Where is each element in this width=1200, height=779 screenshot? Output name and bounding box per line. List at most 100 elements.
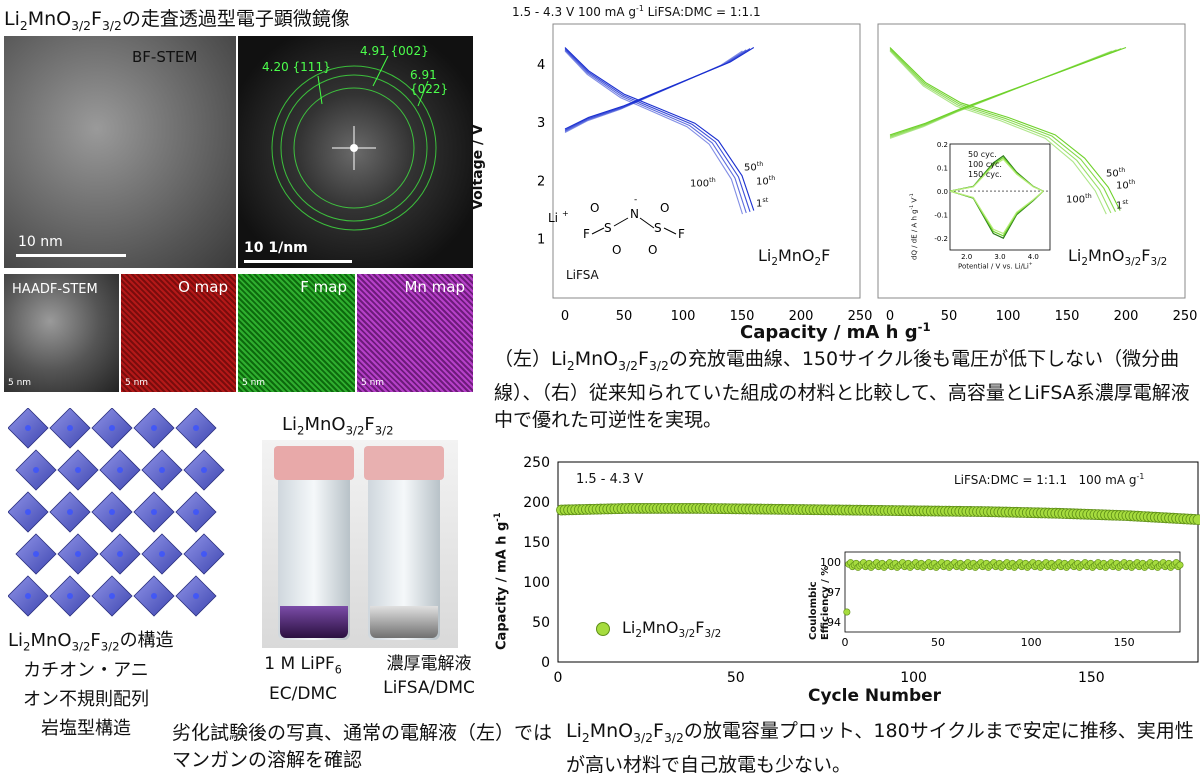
cycle-x-tick-label: 150 (1078, 670, 1105, 686)
cd-x-tick-label: 50 (616, 309, 633, 324)
cd-x-tick-label: 150 (730, 309, 755, 324)
dqde-legend-150: 150 cyc. (968, 170, 1002, 179)
map-label-o: O map (178, 278, 228, 296)
octahedron-center (193, 425, 199, 431)
fft-label-111: 4.20 {111} (262, 60, 331, 74)
cycle-label-left-50: 50th (744, 160, 764, 174)
octahedron-center (25, 593, 31, 599)
cd-right-label: Li2MnO3/2F3/2 (1068, 246, 1168, 269)
octahedron-center (151, 593, 157, 599)
dqde-y-tick-label: 0.2 (937, 141, 948, 149)
map-label-haadf: HAADF-STEM (12, 282, 98, 297)
cd-x-tick-label: 0 (886, 309, 894, 324)
octahedron-center (159, 467, 165, 473)
cycle-label-right-1: 1st (1116, 198, 1129, 212)
vial-label-right: 濃厚電解液 LiFSA/DMC (383, 654, 475, 698)
dqde-series-line (949, 158, 1044, 192)
cd-series-line (889, 50, 1113, 139)
svg-text:S: S (604, 221, 612, 235)
map-scale-o: 5 nm (125, 378, 149, 388)
svg-text:N: N (630, 207, 639, 221)
haadf-map: HAADF-STEM 5 nm (4, 274, 119, 392)
cd-series-line (564, 50, 743, 134)
cycle-label-left-100: 100th (690, 176, 716, 190)
cd-left-label: Li2MnO2F (758, 246, 831, 269)
crystal-structure-image (8, 408, 225, 617)
cycle-y-tick-label: 200 (523, 495, 550, 511)
ce-ylabel: Coulombic Efficiency / % (808, 565, 831, 640)
dqde-inset-chart: 0.2 0.1 0.0 -0.1 -0.2 2.0 3.0 4.0 (934, 141, 1051, 261)
octahedron-center (159, 551, 165, 557)
cycle-xlabel: Cycle Number (808, 686, 942, 706)
cd-x-tick-label: 0 (561, 309, 569, 324)
cd-x-tick-label: 150 (1055, 309, 1080, 324)
map-scale-f: 5 nm (242, 378, 266, 388)
fft-label-002: 4.91 {002} (360, 44, 429, 58)
scale-bar-10nm (16, 254, 126, 257)
svg-text:+: + (562, 209, 569, 218)
cd-x-tick-label: 200 (1114, 309, 1139, 324)
dqde-x-tick-label: 3.0 (994, 253, 1005, 261)
octahedron-center (67, 425, 73, 431)
cd-y-tick-label: 2 (537, 174, 545, 189)
ce-x-tick-label: 150 (1114, 636, 1135, 649)
cd-panel-frame (552, 23, 861, 299)
cd-x-tick-label: 100 (996, 309, 1021, 324)
ce-x-tick-label: 50 (931, 636, 945, 649)
ce-point (1176, 561, 1184, 569)
dqde-y-tick-label: -0.1 (934, 212, 948, 220)
mn-map: Mn map 5 nm (357, 274, 473, 392)
dqde-legend-100: 100 cyc. (968, 160, 1002, 169)
cycle-label-right-50: 50th (1106, 166, 1126, 180)
cycle-ylabel: Capacity / mA h g-1 (492, 512, 510, 650)
octahedron-center (33, 467, 39, 473)
cycle-x-tick-label: 50 (727, 670, 745, 686)
svg-text:F: F (583, 227, 590, 241)
cd-series-line (889, 49, 1112, 214)
octahedron-center (151, 509, 157, 515)
f-map: F map 5 nm (238, 274, 355, 392)
cycle-legend-marker (596, 622, 610, 636)
svg-text:O: O (660, 201, 669, 215)
cd-panel-frame (877, 23, 1186, 299)
cycle-capacity-chart: 0 50 100 150 200 250 0 50 100 150 94 97 100 0 50 100 150 (523, 455, 1200, 686)
octahedron-center (109, 425, 115, 431)
svg-text:Li: Li (548, 211, 558, 225)
structure-desc: カチオン・アニオン不規則配列岩塩型構造 (23, 660, 149, 739)
cd-ylabel: Voltage / V (470, 124, 486, 210)
dqde-series-line (949, 190, 1044, 235)
dqde-x-tick-label: 2.0 (961, 253, 972, 261)
dqde-y-tick-label: 0.0 (937, 188, 948, 196)
cycle-y-tick-label: 250 (523, 455, 550, 471)
bf-stem-label: BF-STEM (132, 48, 198, 66)
octahedron-center (25, 509, 31, 515)
photo-caption: 劣化試験後の写真、通常の電解液（左）ではマンガンの溶解を確認 (172, 722, 553, 771)
dqde-ylabel: dQ / dE / A h g-1 V-1 (910, 193, 919, 260)
octahedron-center (151, 425, 157, 431)
cycle-label-right-10: 10th (1116, 178, 1136, 192)
cd-y-tick-label: 4 (537, 58, 545, 73)
svg-text:O: O (612, 243, 621, 257)
octahedron-center (109, 593, 115, 599)
cd-y-tick-label: 3 (537, 116, 545, 131)
cd-header: 1.5 - 4.3 V 100 mA g-1 LiFSA:DMC = 1:1.1 (512, 4, 761, 19)
scale-bar-fft (244, 260, 352, 263)
structure-caption: Li2MnO3/2F3/2の構造 (8, 630, 174, 654)
vial-photo (262, 440, 458, 648)
octahedron-center (109, 509, 115, 515)
capacity-point (1192, 514, 1200, 525)
dqde-x-tick-label: 4.0 (1028, 253, 1039, 261)
octahedron-center (67, 593, 73, 599)
cycle-x-tick-label: 100 (900, 670, 927, 686)
svg-text:S: S (654, 221, 662, 235)
cycle-y-tick-label: 150 (523, 535, 550, 551)
cd-caption: （左）Li2MnO3/2F3/2の充放電曲線、150サイクル後も電圧が低下しない… (494, 348, 1190, 431)
vial-right (364, 446, 444, 642)
fft-scale-label: 10 1/nm (244, 240, 308, 256)
octahedron-center (117, 551, 123, 557)
cd-series-line (564, 49, 747, 214)
lifsa-structure: Li + F S O O N - S O O F (548, 195, 685, 257)
ce-x-tick-label: 0 (842, 636, 849, 649)
dqde-legend-50: 50 cyc. (968, 150, 997, 159)
cd-y-tick-label: 1 (537, 233, 545, 248)
